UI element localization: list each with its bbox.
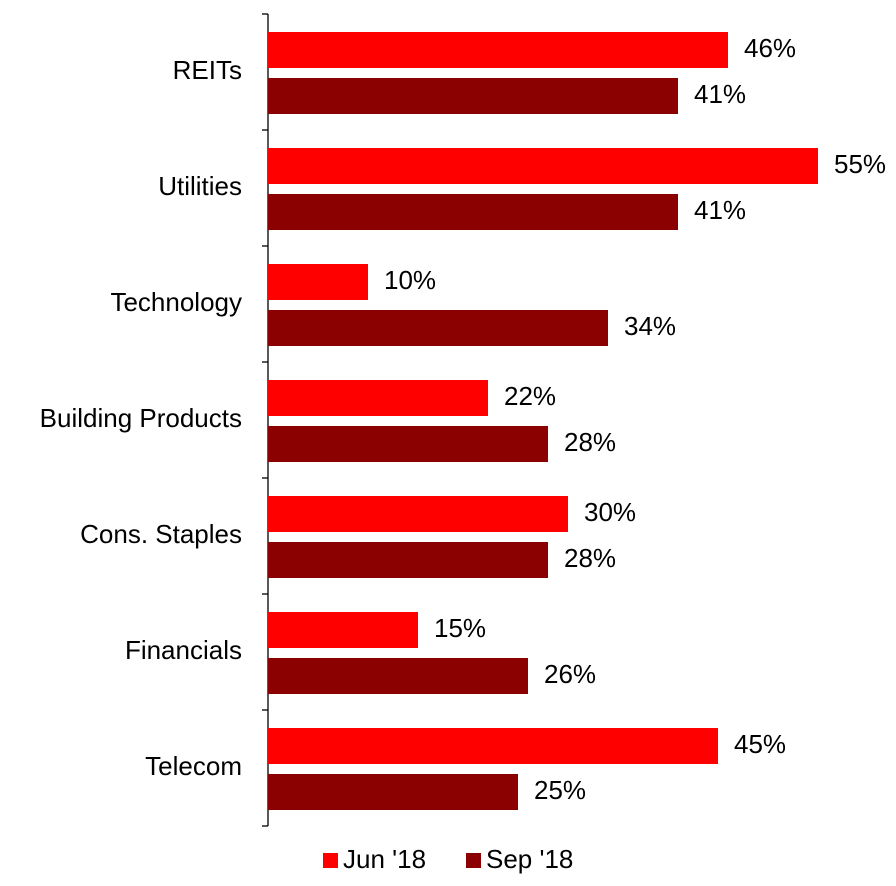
axis-layer — [262, 13, 269, 827]
category-label-telecom: Telecom — [145, 751, 242, 781]
bar-jun-18-building-products — [268, 380, 488, 416]
value-label-jun-18-reits: 46% — [744, 33, 796, 63]
bar-jun-18-telecom — [268, 728, 718, 764]
value-label-sep-18-telecom: 25% — [534, 775, 586, 805]
value-label-jun-18-telecom: 45% — [734, 729, 786, 759]
category-label-utilities: Utilities — [158, 171, 242, 201]
legend-label-sep-18: Sep '18 — [486, 844, 573, 874]
bar-sep-18-technology — [268, 310, 608, 346]
legend-swatch-jun-18 — [323, 853, 338, 868]
legend-label-jun-18: Jun '18 — [343, 844, 426, 874]
value-label-jun-18-utilities: 55% — [834, 149, 886, 179]
value-label-jun-18-building-products: 22% — [504, 381, 556, 411]
category-label-technology: Technology — [110, 287, 242, 317]
value-label-jun-18-financials: 15% — [434, 613, 486, 643]
bar-jun-18-cons-staples — [268, 496, 568, 532]
category-label-reits: REITs — [173, 55, 242, 85]
legend-swatch-sep-18 — [466, 853, 481, 868]
category-label-financials: Financials — [125, 635, 242, 665]
bar-jun-18-reits — [268, 32, 728, 68]
value-label-sep-18-reits: 41% — [694, 79, 746, 109]
value-label-sep-18-financials: 26% — [544, 659, 596, 689]
bars-layer — [268, 32, 818, 810]
legend: Jun '18 Sep '18 — [323, 844, 573, 874]
bar-sep-18-cons-staples — [268, 542, 548, 578]
value-label-jun-18-technology: 10% — [384, 265, 436, 295]
bar-jun-18-financials — [268, 612, 418, 648]
value-label-sep-18-cons-staples: 28% — [564, 543, 616, 573]
category-label-building-products: Building Products — [40, 403, 242, 433]
bar-sep-18-reits — [268, 78, 678, 114]
value-label-sep-18-utilities: 41% — [694, 195, 746, 225]
category-label-cons-staples: Cons. Staples — [80, 519, 242, 549]
labels-layer: REITs 46% 41% Utilities 55% 41% Technology 10% 3… — [40, 33, 886, 805]
value-label-sep-18-technology: 34% — [624, 311, 676, 341]
bar-sep-18-telecom — [268, 774, 518, 810]
value-label-sep-18-building-products: 28% — [564, 427, 616, 457]
bar-sep-18-financials — [268, 658, 528, 694]
bar-sep-18-building-products — [268, 426, 548, 462]
value-label-jun-18-cons-staples: 30% — [584, 497, 636, 527]
bar-jun-18-technology — [268, 264, 368, 300]
bar-jun-18-utilities — [268, 148, 818, 184]
bar-sep-18-utilities — [268, 194, 678, 230]
